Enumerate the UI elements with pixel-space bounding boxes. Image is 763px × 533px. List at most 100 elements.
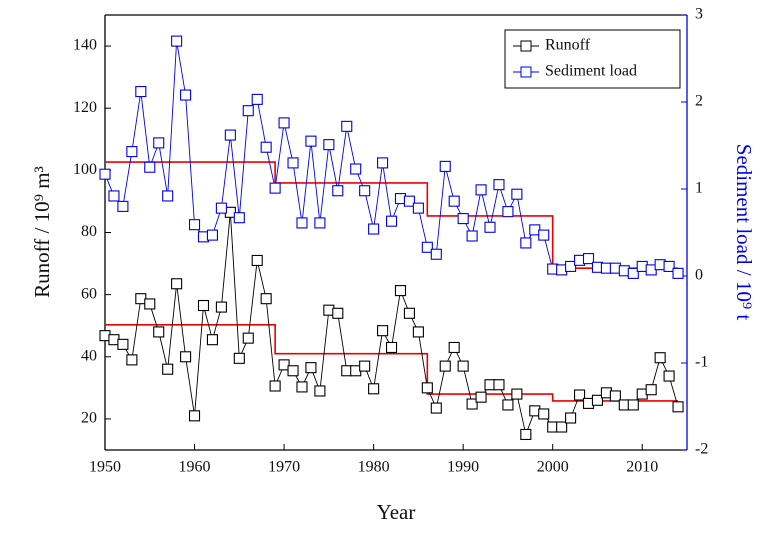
y-tick-label: 120 [73, 99, 97, 116]
marker [591, 394, 604, 406]
marker [188, 410, 201, 422]
marker [377, 157, 389, 169]
marker [341, 120, 353, 132]
marker [117, 200, 129, 212]
marker [296, 381, 308, 393]
marker [206, 334, 218, 346]
marker [475, 391, 487, 403]
marker [269, 380, 281, 392]
mean-step-line [105, 323, 679, 402]
marker [654, 352, 666, 364]
marker [412, 202, 424, 214]
marker [645, 384, 657, 396]
legend-label: Runoff [545, 37, 591, 54]
marker [439, 360, 451, 372]
x-tick-label: 1950 [89, 459, 121, 476]
marker [368, 223, 380, 235]
marker [359, 360, 371, 372]
x-tick-label: 1980 [358, 459, 390, 476]
marker [224, 129, 236, 141]
marker [385, 215, 398, 227]
marker [332, 307, 344, 319]
marker [233, 212, 245, 224]
marker [99, 168, 111, 180]
y2-axis-label: Sediment load / 10⁹ t [732, 144, 756, 321]
marker [242, 332, 254, 344]
marker [278, 359, 290, 371]
marker [188, 219, 201, 231]
x-axis-label: Year [377, 500, 416, 524]
marker [314, 217, 326, 229]
y2-tick-label: 3 [695, 6, 703, 23]
legend-label: Sediment load [545, 63, 637, 80]
y2-tick-label: 0 [695, 267, 703, 284]
marker [269, 182, 281, 194]
marker [627, 399, 639, 411]
marker [421, 241, 433, 253]
y-tick-label: 60 [81, 285, 97, 302]
marker [448, 195, 460, 207]
marker [368, 383, 380, 395]
marker [663, 260, 675, 272]
marker [582, 253, 595, 265]
marker [484, 221, 496, 233]
marker [251, 254, 263, 267]
marker [171, 278, 183, 290]
x-tick-label: 2000 [537, 459, 569, 476]
marker [430, 402, 442, 414]
marker [403, 195, 415, 207]
marker [439, 160, 451, 172]
marker [493, 379, 505, 391]
marker [377, 325, 389, 337]
x-tick-label: 1970 [268, 459, 300, 476]
marker [520, 237, 532, 249]
marker [672, 401, 684, 413]
marker [117, 338, 129, 350]
marker [511, 388, 523, 400]
marker [574, 389, 586, 401]
y-tick-label: 140 [73, 37, 97, 54]
marker [215, 202, 227, 214]
legend-marker [520, 66, 532, 78]
y2-tick-label: -2 [695, 441, 708, 458]
marker [171, 35, 183, 47]
marker [197, 299, 210, 312]
y-tick-label: 40 [81, 347, 97, 364]
marker [663, 370, 675, 382]
marker [511, 188, 523, 200]
marker [394, 285, 407, 297]
x-tick-label: 2010 [626, 459, 658, 476]
marker [457, 360, 469, 372]
marker [565, 260, 577, 272]
marker [332, 185, 344, 197]
marker [305, 362, 317, 374]
marker [251, 93, 263, 105]
marker [323, 139, 335, 151]
marker [278, 117, 290, 129]
marker [153, 326, 165, 338]
marker [144, 161, 156, 173]
marker [627, 267, 639, 279]
marker [475, 184, 487, 196]
marker [493, 179, 505, 191]
marker [538, 229, 550, 241]
marker [466, 230, 478, 242]
marker [215, 301, 227, 313]
marker [403, 307, 415, 319]
marker [135, 86, 147, 98]
y2-tick-label: -1 [695, 354, 708, 371]
marker [206, 229, 218, 241]
marker [153, 137, 165, 149]
marker [144, 298, 156, 310]
marker [108, 190, 120, 202]
marker [296, 217, 308, 229]
x-tick-label: 1990 [447, 459, 479, 476]
marker [162, 363, 174, 375]
marker [672, 267, 684, 279]
y-tick-label: 80 [81, 223, 97, 240]
marker [466, 398, 478, 410]
marker [242, 105, 254, 117]
marker [448, 341, 460, 354]
marker [287, 365, 299, 377]
